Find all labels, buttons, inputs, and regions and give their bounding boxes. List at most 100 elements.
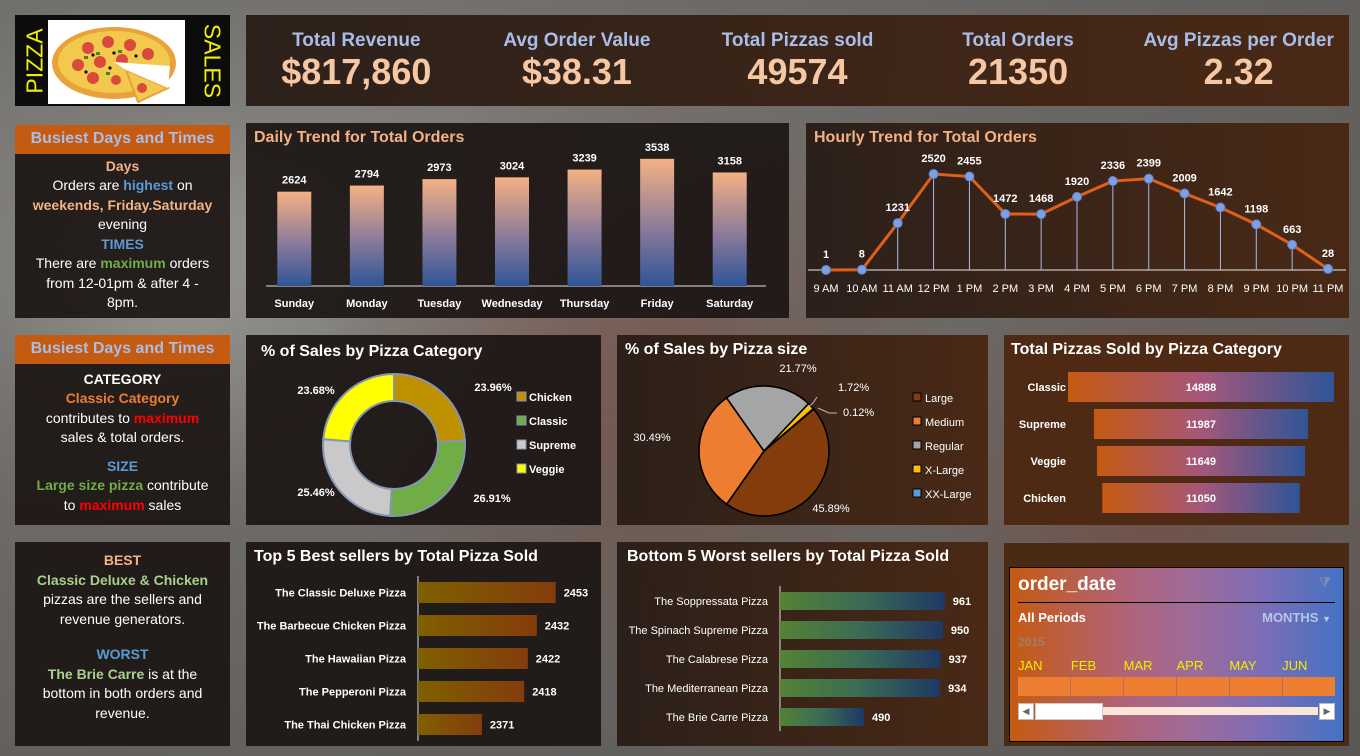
month-tile-may[interactable] (1230, 677, 1283, 696)
data-label: 0.12% (843, 407, 874, 419)
scroll-left-button[interactable]: ◀ (1018, 703, 1034, 720)
month-tile-apr[interactable] (1177, 677, 1230, 696)
chart-title: % of Sales by Pizza Category (261, 343, 483, 360)
bar (780, 650, 941, 668)
category-label: The Classic Deluxe Pizza (275, 588, 407, 600)
month-tile-jun[interactable] (1283, 677, 1335, 696)
legend-label: Supreme (529, 440, 576, 452)
data-point (928, 169, 939, 180)
timeline-scrollbar[interactable]: ◀ ▶ (1018, 703, 1335, 720)
bar (277, 191, 312, 286)
insight-line: Orders are highest on (15, 176, 230, 196)
category-label: The Hawaiian Pizza (305, 654, 407, 666)
bar (1093, 409, 1309, 439)
pie-chart-svg: 45.89% 30.49% 21.77% 1.72% 0.12% Large Medium R… (633, 363, 971, 517)
x-tick-label: 3 PM (1028, 283, 1054, 295)
data-point (1107, 176, 1118, 187)
data-label: 2453 (564, 588, 588, 600)
data-point (1072, 191, 1082, 202)
logo-pizza-word: PIZZA (21, 27, 48, 94)
data-label: 2336 (1101, 160, 1125, 172)
insight-line: evening (97, 216, 148, 232)
kpi-total-pizzas-sold: Total Pizzas sold 49574 (687, 15, 908, 106)
kpi-avg-pizzas-per-order: Avg Pizzas per Order 2.32 (1128, 15, 1349, 106)
best-title: BEST (103, 552, 142, 568)
data-label: 3158 (717, 155, 741, 167)
scroll-right-button[interactable]: ▶ (1319, 703, 1335, 720)
data-label: 2422 (536, 654, 560, 666)
legend-label: Regular (925, 441, 964, 453)
data-label: 1920 (1065, 176, 1089, 188)
times-title: TIMES (101, 235, 144, 252)
data-label: 8 (859, 249, 865, 261)
highlight-text: maximum (100, 255, 166, 271)
slicer-title: order_date (1018, 574, 1117, 595)
leader-line (817, 407, 837, 414)
data-label: 1 (823, 249, 829, 261)
legend-swatch (912, 464, 922, 474)
data-label: 2432 (545, 621, 569, 633)
legend-label: Medium (925, 417, 964, 429)
insight-category-size: Busiest Days and Times CATEGORY Classic … (15, 335, 230, 525)
data-label: 1472 (993, 193, 1017, 205)
data-point (1036, 209, 1047, 220)
top5-chart-svg: 2453 The Classic Deluxe Pizza 2432 The Barb… (257, 576, 588, 741)
legend-swatch (912, 488, 922, 498)
legend-label: Veggie (529, 464, 564, 476)
bar (1096, 446, 1306, 476)
insight-header: Busiest Days and Times (15, 125, 230, 154)
scroll-thumb[interactable] (1035, 703, 1103, 720)
pie-slice (763, 407, 815, 452)
text: on (173, 177, 193, 193)
kpi-value: $38.31 (521, 50, 632, 92)
kpi-label: Total Orders (962, 29, 1074, 51)
month-tile-feb[interactable] (1071, 677, 1124, 696)
data-point (1251, 219, 1262, 230)
month-tile-jan[interactable] (1018, 677, 1071, 696)
kpi-bar: Total Revenue $817,860 Avg Order Value $… (246, 15, 1349, 106)
top5-chart: Top 5 Best sellers by Total Pizza Sold 2… (246, 542, 601, 746)
data-point (1215, 202, 1226, 213)
donut-chart-svg: 23.96% 26.91% 25.46% 23.68% Chicken Classic Su… (297, 372, 576, 517)
time-level-label: MONTHS (1262, 610, 1319, 625)
x-tick-label: 9 PM (1243, 283, 1269, 295)
chart-title: Daily Trend for Total Orders (254, 129, 465, 146)
legend-label: XX-Large (925, 489, 971, 501)
legend-swatch (912, 392, 922, 402)
x-tick-label: Tuesday (418, 298, 463, 310)
category-label: Supreme (1019, 419, 1066, 431)
order-date-slicer[interactable]: order_date ⧩ All Periods MONTHS ▼ 2015 J… (1009, 567, 1344, 742)
pie-slice (698, 396, 765, 506)
legend-label: Chicken (529, 392, 572, 404)
data-label: 934 (948, 683, 967, 695)
text: contributes to (45, 409, 134, 426)
time-level-dropdown[interactable]: MONTHS ▼ (1262, 610, 1331, 625)
category-label: The Brie Carre Pizza (666, 712, 769, 724)
data-label: 3538 (645, 142, 669, 154)
insight-line: contributes to maximum (15, 409, 230, 429)
category-sold-chart: Total Pizzas Sold by Pizza Category 1488… (1004, 335, 1349, 525)
data-label: 28 (1322, 248, 1334, 260)
data-label: 3239 (572, 153, 596, 165)
chart-title: Top 5 Best sellers by Total Pizza Sold (254, 548, 538, 565)
category-label: The Mediterranean Pizza (645, 683, 769, 695)
x-tick-label: Wednesday (482, 298, 544, 310)
data-label: 26.91% (473, 493, 511, 505)
x-tick-label: 4 PM (1064, 283, 1090, 295)
data-label: 937 (949, 654, 967, 666)
clear-filter-icon[interactable]: ⧩ (1318, 574, 1332, 590)
text: Orders are (52, 177, 124, 193)
bar (418, 648, 528, 669)
scroll-track[interactable] (1035, 707, 1318, 715)
data-label: 950 (951, 625, 969, 637)
x-tick-label: 2 PM (992, 283, 1018, 295)
month-tile-mar[interactable] (1124, 677, 1177, 696)
data-point (1000, 208, 1011, 219)
legend-swatch (516, 439, 527, 450)
funnel-chart-svg: 14888 Classic 11987 Supreme 11649 Veggie 11050… (1019, 372, 1334, 513)
size-title: SIZE (106, 457, 139, 474)
data-label: 961 (953, 596, 971, 608)
legend-label: Large (925, 393, 953, 405)
data-point (1323, 263, 1333, 274)
data-label: 2520 (921, 153, 945, 165)
